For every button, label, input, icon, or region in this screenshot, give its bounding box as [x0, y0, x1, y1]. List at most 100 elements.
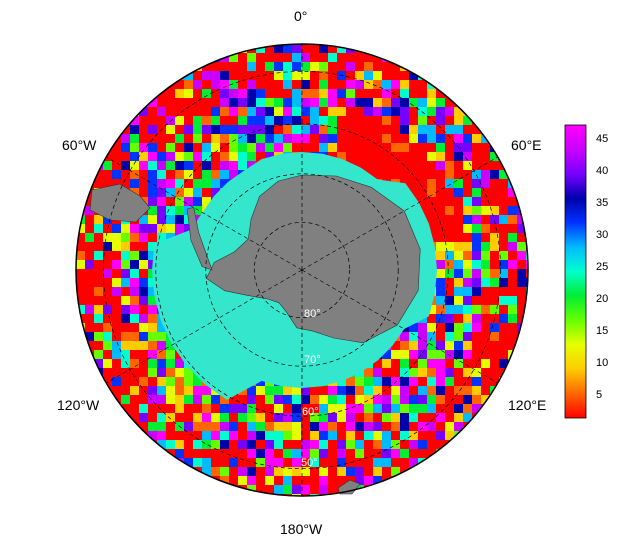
- data-cell: [364, 449, 373, 458]
- data-cell: [463, 332, 472, 341]
- data-cell: [436, 224, 445, 233]
- meridian-line: [106, 156, 303, 271]
- data-cell: [481, 314, 490, 323]
- data-cell: [472, 224, 481, 233]
- data-cell: [427, 152, 436, 161]
- data-cell: [481, 215, 490, 224]
- data-cell: [490, 233, 499, 242]
- data-cell: [112, 296, 121, 305]
- data-cell: [94, 341, 103, 350]
- data-cell: [319, 107, 328, 116]
- data-cell: [319, 125, 328, 134]
- data-cell: [94, 233, 103, 242]
- data-cell: [157, 143, 166, 152]
- colorbar-tick-20: 20: [596, 293, 609, 305]
- data-cell: [328, 107, 337, 116]
- data-cell: [328, 494, 337, 496]
- data-cell: [427, 395, 436, 404]
- data-cell: [364, 440, 373, 449]
- data-cell: [382, 134, 391, 143]
- data-cell: [292, 44, 301, 53]
- data-cell: [148, 152, 157, 161]
- data-cell: [346, 107, 355, 116]
- data-cell: [490, 332, 499, 341]
- data-cell: [490, 260, 499, 269]
- data-cell: [373, 422, 382, 431]
- data-cell: [121, 143, 130, 152]
- data-cell: [472, 296, 481, 305]
- data-cell: [238, 107, 247, 116]
- data-cell: [499, 305, 508, 314]
- data-cell: [346, 125, 355, 134]
- data-cell: [238, 422, 247, 431]
- data-cell: [337, 80, 346, 89]
- data-cell: [166, 134, 175, 143]
- data-cell: [202, 404, 211, 413]
- data-cell: [391, 143, 400, 152]
- data-cell: [301, 44, 310, 53]
- data-cell: [265, 44, 274, 53]
- data-cell: [229, 458, 238, 467]
- data-cell: [265, 431, 274, 440]
- data-cell: [391, 71, 400, 80]
- data-cell: [157, 188, 166, 197]
- data-cell: [148, 368, 157, 377]
- data-cell: [526, 233, 528, 242]
- data-cell: [490, 197, 499, 206]
- data-cell: [391, 368, 400, 377]
- data-cell: [346, 440, 355, 449]
- data-cell: [427, 404, 436, 413]
- data-cell: [229, 431, 238, 440]
- data-cell: [337, 116, 346, 125]
- data-cell: [139, 296, 148, 305]
- data-cell: [121, 269, 130, 278]
- data-cell: [310, 134, 319, 143]
- data-cell: [211, 80, 220, 89]
- data-cell: [76, 296, 85, 305]
- data-cell: [454, 134, 463, 143]
- data-cell: [355, 116, 364, 125]
- map-border: [75, 43, 529, 497]
- data-cell: [283, 467, 292, 476]
- data-cell: [364, 89, 373, 98]
- data-cell: [436, 422, 445, 431]
- data-cell: [463, 368, 472, 377]
- data-cell: [211, 170, 220, 179]
- data-cell: [130, 368, 139, 377]
- data-cell: [310, 413, 319, 422]
- data-cell: [184, 152, 193, 161]
- data-cell: [256, 71, 265, 80]
- data-cell: [490, 215, 499, 224]
- data-cell: [274, 89, 283, 98]
- data-cell: [130, 422, 139, 431]
- data-cell: [409, 341, 418, 350]
- data-cell: [148, 386, 157, 395]
- data-cell: [490, 161, 499, 170]
- data-cell: [130, 170, 139, 179]
- data-cell: [337, 440, 346, 449]
- data-cell: [274, 485, 283, 494]
- data-cell: [499, 278, 508, 287]
- data-cell: [130, 233, 139, 242]
- data-cell: [139, 278, 148, 287]
- data-cell: [121, 134, 130, 143]
- data-cell: [373, 170, 382, 179]
- data-cell: [355, 125, 364, 134]
- data-cell: [211, 71, 220, 80]
- data-cell: [265, 53, 274, 62]
- data-cell: [229, 467, 238, 476]
- data-cell: [481, 296, 490, 305]
- data-cell: [94, 224, 103, 233]
- data-cell: [130, 161, 139, 170]
- data-cell: [382, 449, 391, 458]
- data-cell: [193, 71, 202, 80]
- data-cell: [229, 170, 238, 179]
- data-cell: [373, 152, 382, 161]
- data-cell: [112, 233, 121, 242]
- data-cell: [202, 116, 211, 125]
- data-cell: [229, 98, 238, 107]
- data-cell: [301, 494, 310, 496]
- data-cell: [148, 179, 157, 188]
- data-cell: [472, 125, 481, 134]
- data-cell: [256, 80, 265, 89]
